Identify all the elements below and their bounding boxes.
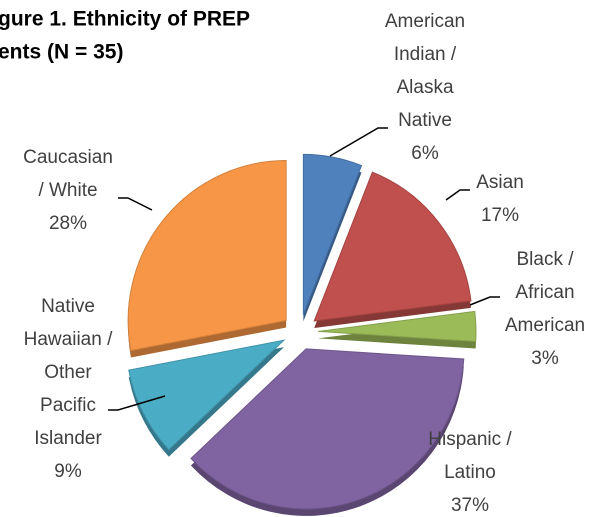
slice-label: Alaska (396, 77, 453, 98)
leader-line (118, 197, 153, 211)
slice (302, 153, 363, 315)
slice (190, 348, 465, 510)
slice-label: Hawaiian / (24, 329, 113, 350)
slice-label: Islander (34, 428, 102, 449)
chart-title: ents (N = 35) (0, 41, 123, 64)
slice-label: Other (44, 362, 92, 383)
slice-label: Caucasian (23, 147, 113, 168)
value-label: 17% (481, 205, 519, 226)
leader-line (108, 395, 166, 411)
slice (313, 171, 472, 322)
slice-label: / White (38, 180, 97, 201)
slice (127, 160, 287, 352)
chart-title: gure 1. Ethnicity of PREP (0, 8, 250, 31)
value-label: 28% (49, 213, 87, 234)
slice-label: Asian (476, 172, 524, 193)
slice (317, 310, 477, 343)
leader-line (469, 296, 500, 306)
leader-line (329, 127, 388, 157)
value-label: 3% (531, 348, 559, 369)
slice-label: Native (398, 110, 452, 131)
leader-line (445, 189, 470, 201)
slice-label: Black / (516, 249, 574, 270)
value-label: 37% (451, 495, 489, 516)
slice-label: Indian / (394, 44, 457, 65)
slice-label: American (385, 11, 465, 32)
slice (128, 339, 286, 451)
value-label: 9% (54, 461, 82, 482)
slice-label: African (515, 282, 574, 303)
value-label: 6% (411, 143, 439, 164)
slice-label: Latino (444, 462, 496, 483)
slice-label: Native (41, 296, 95, 317)
slice-label: Pacific (40, 395, 96, 416)
slice-label: Hispanic / (428, 429, 512, 450)
slice-label: American (505, 315, 585, 336)
